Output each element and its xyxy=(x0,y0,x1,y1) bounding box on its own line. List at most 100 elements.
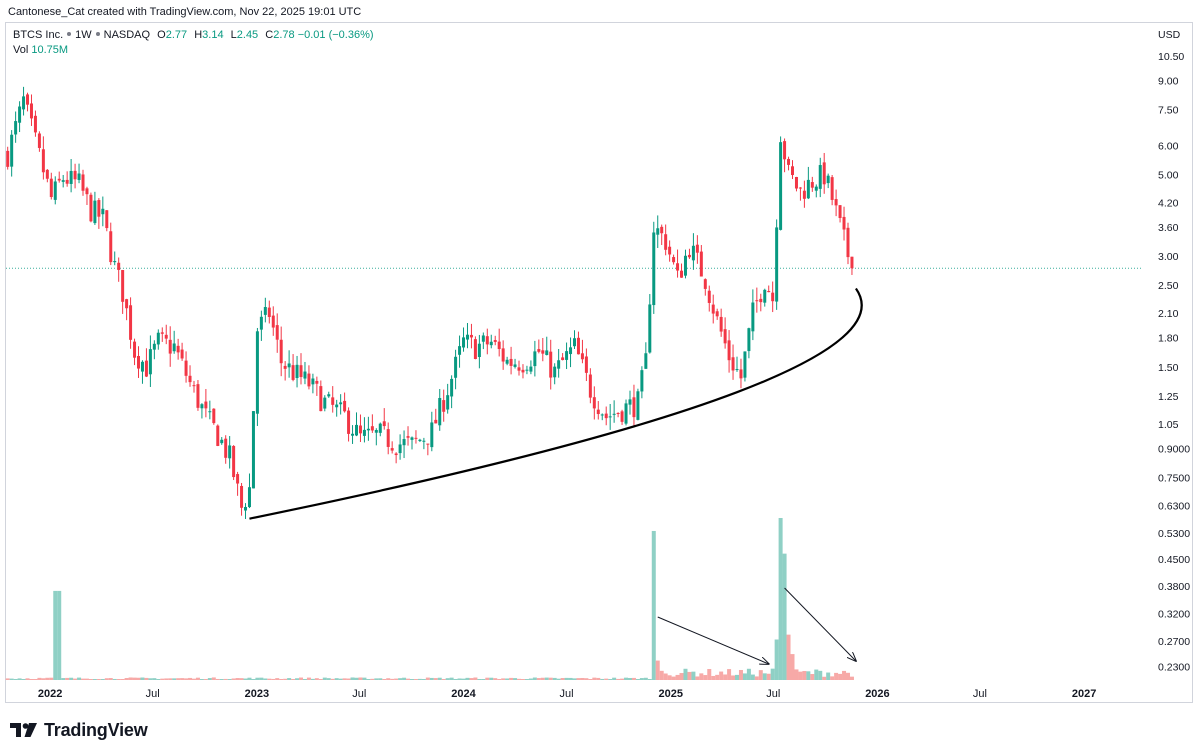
candle-body xyxy=(501,348,505,362)
legend-open-label: O xyxy=(157,29,166,41)
volume-bar xyxy=(124,678,129,680)
volume-bar xyxy=(588,679,593,680)
candle-body xyxy=(275,325,279,340)
candle-body xyxy=(783,141,787,160)
volume-bar xyxy=(25,678,30,680)
candle-body xyxy=(109,231,113,263)
candle-body xyxy=(830,177,834,200)
candle-body xyxy=(172,343,176,352)
candle-body xyxy=(434,419,438,424)
candle-body xyxy=(410,437,414,440)
volume-bar xyxy=(73,678,78,680)
volume-bar xyxy=(295,678,300,680)
volume-bar xyxy=(568,677,573,680)
candle-body xyxy=(759,298,763,303)
volume-bar xyxy=(845,672,850,680)
candle-body xyxy=(29,103,33,119)
candle-body xyxy=(125,299,129,309)
y-tick-label: 3.00 xyxy=(1158,251,1179,263)
volume-bar xyxy=(338,678,343,680)
volume-bar xyxy=(104,678,109,680)
volume-bar xyxy=(195,677,200,680)
candle-body xyxy=(315,380,319,384)
candle-body xyxy=(41,149,45,173)
volume-bar xyxy=(421,679,426,680)
volume-bar xyxy=(683,668,688,680)
candle-body xyxy=(497,341,501,350)
candle-body xyxy=(343,400,347,412)
y-tick-label: 1.50 xyxy=(1158,362,1179,374)
volume-bar xyxy=(302,679,307,680)
volume-bar xyxy=(449,677,454,680)
volume-bar xyxy=(29,679,34,680)
y-tick-label: 1.80 xyxy=(1158,333,1179,345)
candle-body xyxy=(73,170,77,180)
candle-body xyxy=(331,397,335,405)
volume-bar xyxy=(822,676,827,680)
volume-bar xyxy=(215,678,220,680)
candle-body xyxy=(711,304,715,314)
volume-bar xyxy=(659,670,664,680)
candle-body xyxy=(152,343,156,350)
volume-bar xyxy=(584,678,589,680)
volume-bar xyxy=(394,678,399,680)
candle-body xyxy=(767,291,771,293)
volume-bar xyxy=(77,677,82,680)
candle-body xyxy=(743,351,747,378)
legend-high-label: H xyxy=(194,29,203,41)
volume-bar xyxy=(180,678,185,680)
volume-bar xyxy=(374,678,379,680)
candle-body xyxy=(10,134,14,167)
candle-body xyxy=(458,346,462,355)
volume-bar xyxy=(453,679,458,680)
volume-bar xyxy=(719,671,724,680)
candle-body xyxy=(121,270,125,302)
candle-body xyxy=(45,169,49,179)
legend-symbol: BTCS Inc. xyxy=(13,29,64,41)
candle-body xyxy=(648,304,652,353)
candle-body xyxy=(291,365,295,380)
candle-body xyxy=(263,307,267,315)
x-tick-label: 2026 xyxy=(865,688,889,700)
volume-bar xyxy=(108,678,113,680)
candle-body xyxy=(561,357,565,361)
volume-bar xyxy=(707,669,712,680)
volume-bar xyxy=(489,677,494,680)
candle-body xyxy=(307,373,311,387)
volume-bar xyxy=(310,678,315,680)
candle-body xyxy=(481,335,485,342)
volume-bar xyxy=(140,677,145,680)
candle-body xyxy=(838,205,842,219)
candle-body xyxy=(834,199,838,206)
candle-body xyxy=(660,226,664,234)
x-tick-label: 2022 xyxy=(38,688,62,700)
x-tick-label: Jul xyxy=(560,688,574,700)
candle-body xyxy=(846,227,850,258)
volume-bar xyxy=(164,678,169,680)
volume-bar xyxy=(806,671,811,680)
volume-bar xyxy=(176,678,181,680)
legend-high: 3.14 xyxy=(202,29,224,41)
volume-bar xyxy=(596,677,601,680)
legend-open: 2.77 xyxy=(165,29,188,41)
candle-body xyxy=(180,349,184,359)
candle-body xyxy=(747,328,751,352)
candle-body xyxy=(469,334,473,338)
candle-body xyxy=(473,339,477,359)
volume-bar xyxy=(84,678,89,680)
volume-bar xyxy=(354,677,359,680)
volume-bar xyxy=(259,677,264,680)
candle-body xyxy=(117,262,121,270)
volume-bar xyxy=(160,678,165,680)
legend-vol-label: Vol xyxy=(13,44,29,56)
tradingview-logo[interactable]: TradingView xyxy=(10,719,148,741)
candle-body xyxy=(89,194,93,222)
candle-body xyxy=(133,341,137,358)
volume-bar xyxy=(564,677,569,680)
legend-change: −0.01 (−0.36%) xyxy=(297,29,374,41)
candle-body xyxy=(295,364,299,379)
legend-close: 2.78 xyxy=(273,29,295,41)
candle-body xyxy=(57,178,61,181)
x-tick-label: Jul xyxy=(973,688,987,700)
